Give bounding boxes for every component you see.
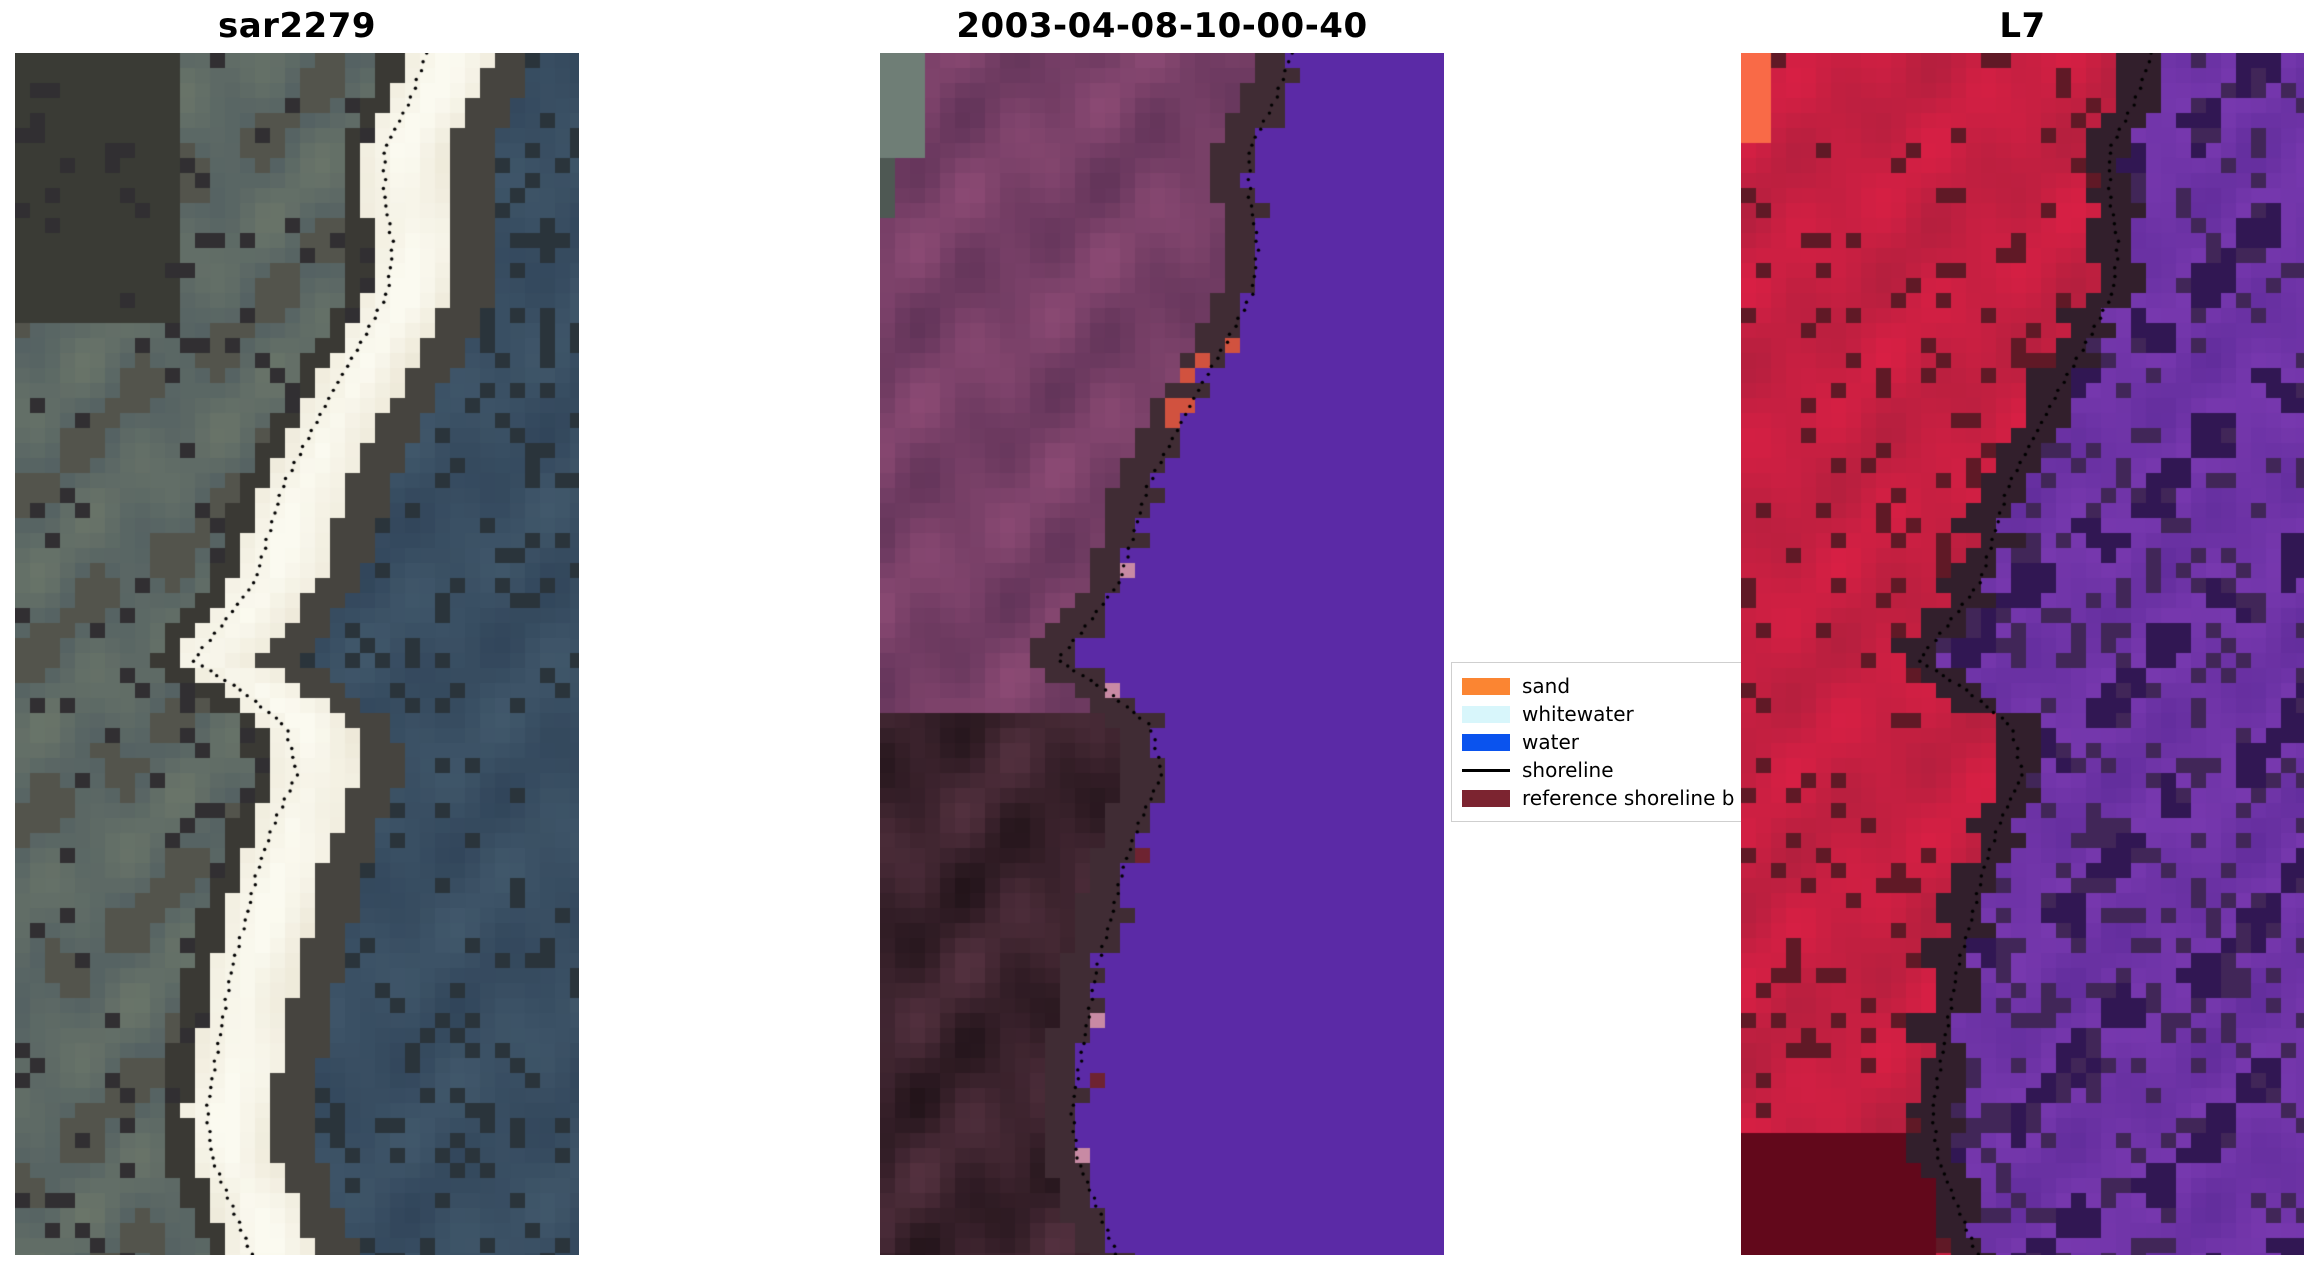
sar2279-image: [15, 53, 579, 1255]
panel-title-sar2279: sar2279: [217, 6, 377, 46]
legend-item-whitewater: whitewater: [1462, 700, 1732, 728]
legend-item-sand: sand: [1462, 672, 1732, 700]
legend-label: water: [1522, 730, 1579, 754]
legend: sand whitewater water shoreline reference sh…: [1451, 662, 1743, 822]
legend-label: shoreline: [1522, 758, 1614, 782]
sand-swatch: [1462, 677, 1510, 695]
panel-sar2279: sar2279: [15, 0, 579, 1283]
panel-title-classified: 2003-04-08-10-00-40: [956, 6, 1368, 46]
l7-image: [1741, 53, 2304, 1255]
legend-label: sand: [1522, 674, 1571, 698]
legend-label: whitewater: [1522, 702, 1634, 726]
water-swatch: [1462, 733, 1510, 751]
classified-image: [880, 53, 1444, 1255]
whitewater-swatch: [1462, 705, 1510, 723]
shoreline-line-glyph: [1462, 768, 1510, 772]
panel-title-l7: L7: [1999, 6, 2046, 46]
panel-classified: 2003-04-08-10-00-40: [880, 0, 1444, 1283]
legend-item-water: water: [1462, 728, 1732, 756]
panel-l7: L7: [1741, 0, 2304, 1283]
legend-label: reference shoreline b: [1522, 786, 1735, 810]
shoreline-swatch: [1462, 762, 1510, 779]
reference-shoreline-b-swatch: [1462, 789, 1510, 807]
legend-rows: sand whitewater water shoreline reference sh…: [1462, 672, 1735, 812]
legend-item-shoreline: shoreline: [1462, 756, 1732, 784]
legend-item-reference: reference shoreline b: [1462, 784, 1735, 812]
